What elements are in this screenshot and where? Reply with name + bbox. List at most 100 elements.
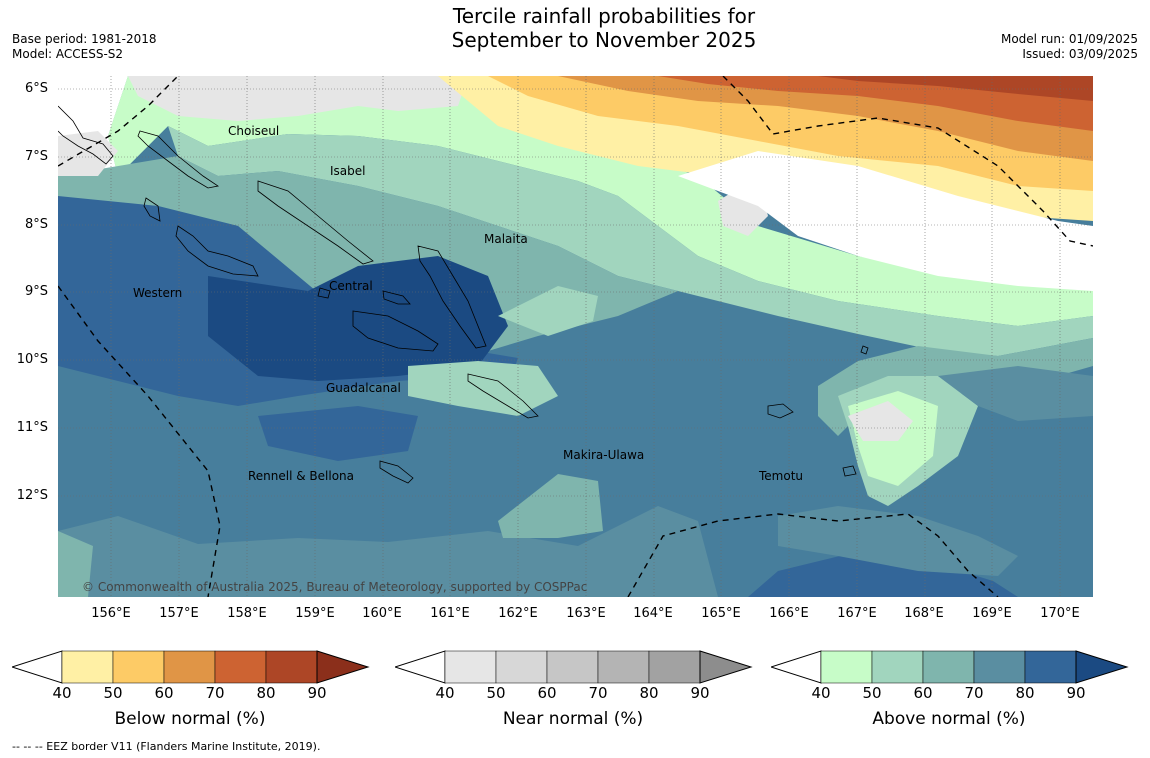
place-label-isabel: Isabel xyxy=(330,164,366,178)
above-normal-90-core xyxy=(208,256,508,381)
lat-label-7s: 7°S xyxy=(24,149,48,164)
cbar-above-swatch-3 xyxy=(922,650,975,684)
cbar-above-tick-40: 40 xyxy=(811,684,831,702)
eez-border-southeast xyxy=(627,513,999,597)
eez-border-west xyxy=(58,285,221,597)
cbar-below-tick-70: 70 xyxy=(205,684,225,702)
cbar-above-tick-70: 70 xyxy=(964,684,984,702)
cbar-above-tick-50: 50 xyxy=(862,684,882,702)
eez-border-northeast xyxy=(722,76,1093,247)
cbar-above-tick-80: 80 xyxy=(1015,684,1035,702)
vanikoro-coast xyxy=(842,465,857,477)
lon-label-164e: 164°E xyxy=(633,606,673,621)
isabel-coast xyxy=(257,180,374,265)
sw-lighter-band xyxy=(58,506,718,597)
cbar-near-tick-40: 40 xyxy=(435,684,455,702)
cbar-below-swatch-1 xyxy=(61,650,114,684)
place-label-malaita: Malaita xyxy=(484,232,528,246)
cbar-near-upper-arrow xyxy=(699,650,753,684)
small-island-north xyxy=(860,345,869,355)
cbar-near-tick-50: 50 xyxy=(486,684,506,702)
lon-label-168e: 168°E xyxy=(904,606,944,621)
florida-islands-coast xyxy=(382,290,411,305)
guadalcanal-coast xyxy=(352,310,439,352)
colorbar-near-normal xyxy=(395,650,753,684)
cbar-above-upper-arrow xyxy=(1075,650,1129,684)
cbar-near-title: Near normal (%) xyxy=(502,709,644,729)
cbar-above-lower-arrow xyxy=(771,650,822,684)
choiseul-coast xyxy=(137,130,220,189)
makira-coast xyxy=(467,373,539,419)
lat-label-10s: 10°S xyxy=(16,352,48,367)
lat-label-11s: 11°S xyxy=(16,420,48,435)
santa-cruz-coast xyxy=(767,403,794,419)
cbar-near-tick-80: 80 xyxy=(639,684,659,702)
cbar-near-swatch-4 xyxy=(597,650,650,684)
cbar-below-swatch-4 xyxy=(214,650,267,684)
se-dark-patch xyxy=(748,554,1018,597)
vella-lavella-coast xyxy=(143,197,161,222)
map-area xyxy=(58,76,1093,597)
lon-label-159e: 159°E xyxy=(295,606,335,621)
cbar-near-swatch-3 xyxy=(546,650,599,684)
white-gap-east xyxy=(678,151,1093,291)
cbar-near-tick-70: 70 xyxy=(588,684,608,702)
near-normal-patch-north xyxy=(128,76,468,121)
new-georgia-coast xyxy=(175,225,259,277)
colorbar-below-normal xyxy=(12,650,370,684)
lat-label-8s: 8°S xyxy=(24,217,48,232)
cbar-below-swatch-2 xyxy=(112,650,165,684)
cbar-below-tick-80: 80 xyxy=(256,684,276,702)
eez-border-northwest xyxy=(58,76,179,167)
lon-label-169e: 169°E xyxy=(972,606,1012,621)
cbar-near-tick-90: 90 xyxy=(690,684,710,702)
cbar-above-tick-90: 90 xyxy=(1066,684,1086,702)
title-line-2: September to November 2025 xyxy=(451,28,757,52)
model-run-text: Model run: 01/09/2025 xyxy=(1000,32,1138,46)
eez-borders xyxy=(58,76,1093,597)
below-normal-80-band xyxy=(818,76,1093,101)
cbar-near-swatch-1 xyxy=(444,650,497,684)
lon-label-160e: 160°E xyxy=(362,606,402,621)
cbar-below-upper-arrow xyxy=(316,650,370,684)
east-band-patch xyxy=(938,366,1093,421)
lon-label-162e: 162°E xyxy=(498,606,538,621)
cbar-above-tick-60: 60 xyxy=(913,684,933,702)
lat-label-6s: 6°S xyxy=(24,81,48,96)
probability-map xyxy=(58,76,1093,597)
place-label-central: Central xyxy=(329,279,373,293)
lon-label-166e: 166°E xyxy=(769,606,809,621)
lon-label-165e: 165°E xyxy=(701,606,741,621)
place-label-makira-ulawa: Makira-Ulawa xyxy=(563,448,645,462)
bougainville-coast xyxy=(58,105,114,165)
place-label-choiseul: Choiseul xyxy=(228,124,280,138)
cbar-near-lower-arrow xyxy=(395,650,446,684)
cbar-above-title: Above normal (%) xyxy=(872,709,1026,729)
colorbar-above-normal xyxy=(771,650,1129,684)
lon-label-167e: 167°E xyxy=(837,606,877,621)
temotu-near-normal-patch xyxy=(848,401,913,441)
cbar-above-swatch-5 xyxy=(1024,650,1077,684)
cbar-near-tick-60: 60 xyxy=(537,684,557,702)
run-info: Model run: 01/09/2025 Issued: 03/09/2025 xyxy=(1001,32,1138,62)
lon-label-158e: 158°E xyxy=(227,606,267,621)
cbar-near-swatch-5 xyxy=(648,650,701,684)
lat-label-9s: 9°S xyxy=(24,284,48,299)
cbar-below-tick-60: 60 xyxy=(154,684,174,702)
place-label-rennell-bellona: Rennell & Bellona xyxy=(248,469,355,483)
base-period-text: Base period: 1981-2018 xyxy=(12,32,157,46)
cbar-above-swatch-2 xyxy=(871,650,924,684)
south-light-patch xyxy=(498,474,603,538)
place-label-western: Western xyxy=(133,286,183,300)
place-label-guadalcanal: Guadalcanal xyxy=(326,381,401,395)
cbar-above-swatch-4 xyxy=(973,650,1026,684)
model-name-text: Model: ACCESS-S2 xyxy=(12,47,124,61)
cbar-below-lower-arrow xyxy=(12,650,63,684)
cbar-below-tick-40: 40 xyxy=(52,684,72,702)
rennell-coast xyxy=(379,460,414,484)
lat-label-12s: 12°S xyxy=(16,488,48,503)
russell-islands-coast xyxy=(317,287,331,299)
map-title: Tercile rainfall probabilities for Septe… xyxy=(380,4,828,52)
model-info: Base period: 1981-2018 Model: ACCESS-S2 xyxy=(12,32,157,62)
malaita-coast xyxy=(417,245,487,349)
